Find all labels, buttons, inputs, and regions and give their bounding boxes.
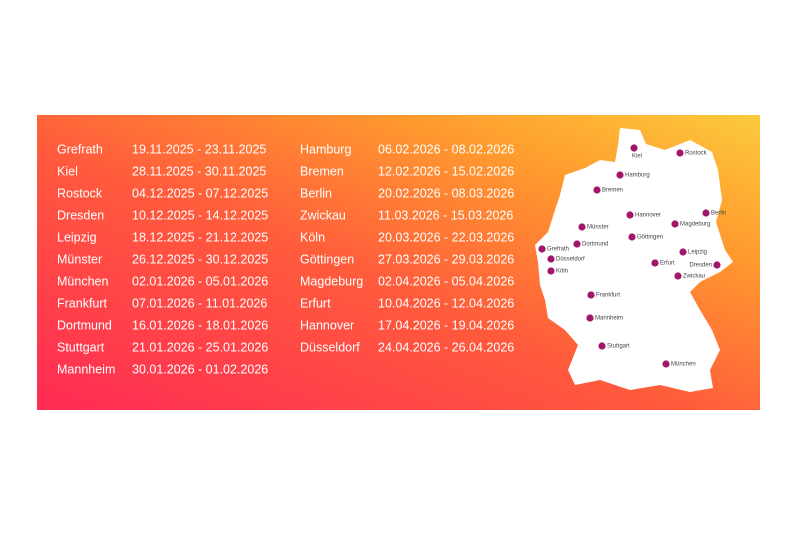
city-dot — [616, 171, 624, 179]
city-name: Grefrath — [57, 142, 103, 156]
city-dot — [679, 248, 687, 256]
city-label: Frankfurt — [596, 293, 620, 299]
city-name: Düsseldorf — [300, 340, 360, 354]
city-name: Bremen — [300, 164, 344, 178]
date-range: 26.12.2025 - 30.12.2025 — [132, 252, 268, 266]
city-name: Leipzig — [57, 230, 97, 244]
city-dot — [598, 342, 606, 350]
city-dot — [587, 291, 595, 299]
city-label: Dortmund — [582, 242, 608, 248]
city-dot — [628, 233, 636, 241]
date-range: 28.11.2025 - 30.11.2025 — [132, 164, 266, 178]
city-label: Rostock — [685, 151, 708, 157]
city-label: Mannheim — [595, 316, 623, 322]
city-name: Münster — [57, 252, 102, 266]
date-range: 02.04.2026 - 05.04.2026 — [378, 274, 514, 288]
city-label: Berlin — [711, 211, 726, 217]
city-dot — [674, 272, 682, 280]
date-range: 20.02.2026 - 08.03.2026 — [378, 186, 514, 200]
date-range: 11.03.2026 - 15.03.2026 — [378, 208, 513, 222]
date-range: 18.12.2025 - 21.12.2025 — [132, 230, 268, 244]
date-range: 04.12.2025 - 07.12.2025 — [132, 186, 268, 200]
city-dot — [547, 255, 555, 263]
city-dot — [586, 314, 594, 322]
schedule: Grefrath 19.11.2025 - 23.11.2025 Kiel 28.11… — [57, 142, 514, 376]
city-label: München — [671, 362, 696, 368]
date-range: 07.01.2026 - 11.01.2026 — [132, 296, 267, 310]
city-dot — [630, 144, 638, 152]
city-dot — [671, 220, 679, 228]
city-dot — [578, 223, 586, 231]
city-label: Dresden — [689, 263, 712, 269]
city-name: Frankfurt — [57, 296, 108, 310]
city-label: Grefrath — [547, 247, 569, 253]
city-name: Zwickau — [300, 208, 346, 222]
city-name: Köln — [300, 230, 325, 244]
city-name: Rostock — [57, 186, 103, 200]
date-range: 21.01.2026 - 25.01.2026 — [132, 340, 268, 354]
date-range: 10.04.2026 - 12.04.2026 — [378, 296, 514, 310]
city-dot — [593, 186, 601, 194]
date-range: 10.12.2025 - 14.12.2025 — [132, 208, 268, 222]
city-label: Erfurt — [660, 261, 675, 267]
city-label: Göttingen — [637, 235, 663, 241]
city-name: Berlin — [300, 186, 332, 200]
city-label: Bremen — [602, 188, 623, 194]
city-label: Stuttgart — [607, 344, 630, 350]
date-range: 17.04.2026 - 19.04.2026 — [378, 318, 514, 332]
city-label: Leipzig — [688, 250, 707, 256]
city-name: Dortmund — [57, 318, 112, 332]
city-dot — [676, 149, 684, 157]
city-name: Dresden — [57, 208, 104, 222]
date-range: 20.03.2026 - 22.03.2026 — [378, 230, 514, 244]
city-name: Erfurt — [300, 296, 331, 310]
city-label: Köln — [556, 269, 568, 275]
city-dot — [662, 360, 670, 368]
city-label: Magdeburg — [680, 222, 710, 228]
date-range: 24.04.2026 - 26.04.2026 — [378, 340, 514, 354]
city-label: Düsseldorf — [556, 257, 585, 263]
city-name: München — [57, 274, 108, 288]
city-dot — [547, 267, 555, 275]
city-name: Mannheim — [57, 362, 115, 376]
city-label: Hamburg — [625, 173, 650, 179]
date-range: 06.02.2026 - 08.02.2026 — [378, 142, 514, 156]
date-range: 19.11.2025 - 23.11.2025 — [132, 142, 266, 156]
city-dot — [626, 211, 634, 219]
date-range: 30.01.2026 - 01.02.2026 — [132, 362, 268, 376]
city-dot — [702, 209, 710, 217]
date-range: 27.03.2026 - 29.03.2026 — [378, 252, 514, 266]
city-name: Magdeburg — [300, 274, 363, 288]
date-range: 16.01.2026 - 18.01.2026 — [132, 318, 268, 332]
city-label: Münster — [587, 225, 609, 231]
city-label: Kiel — [632, 154, 642, 160]
city-name: Hamburg — [300, 142, 351, 156]
city-name: Stuttgart — [57, 340, 105, 354]
date-range: 02.01.2026 - 05.01.2026 — [132, 274, 268, 288]
city-dot — [651, 259, 659, 267]
city-dot — [538, 245, 546, 253]
city-label: Zwickau — [683, 274, 705, 280]
city-dot — [573, 240, 581, 248]
city-name: Kiel — [57, 164, 78, 178]
city-markers: Kiel Rostock Hamburg Bremen Berlin Hannover Ma… — [538, 144, 726, 368]
city-label: Hannover — [635, 213, 661, 219]
date-range: 12.02.2026 - 15.02.2026 — [378, 164, 514, 178]
city-dot — [713, 261, 721, 269]
city-name: Göttingen — [300, 252, 354, 266]
city-name: Hannover — [300, 318, 354, 332]
germany-map — [535, 128, 733, 392]
